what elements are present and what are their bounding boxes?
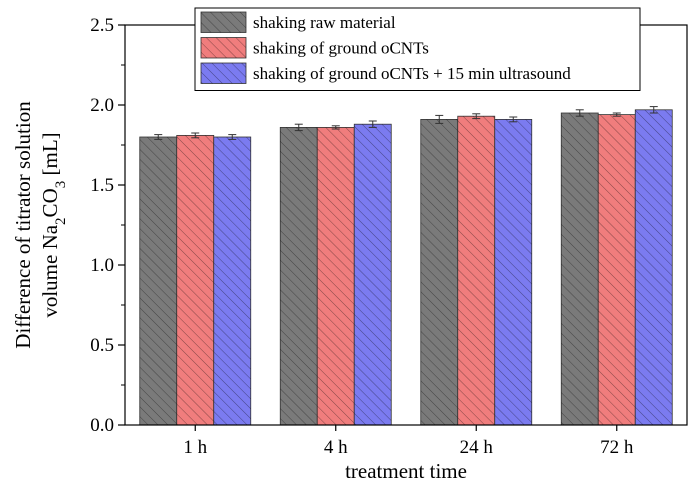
- x-tick-label: 4 h: [324, 437, 348, 458]
- bar-hatch: [420, 119, 458, 426]
- error-bars-layer: [154, 106, 658, 140]
- legend-label: shaking raw material: [253, 13, 396, 32]
- bar-hatch: [317, 127, 355, 426]
- x-axis-title: treatment time: [345, 459, 467, 483]
- y-axis-title: Difference of titrator solution volume N…: [11, 101, 69, 349]
- bar-hatch: [635, 109, 673, 426]
- legend-swatch-hatch: [201, 63, 246, 84]
- bar-hatch: [598, 114, 636, 425]
- y-axis: 0.0 0.5 1.0 1.5 2.0 2.5: [90, 15, 125, 436]
- x-axis: 1 h 4 h 24 h 72 h: [183, 425, 634, 458]
- x-tick-label: 24 h: [460, 437, 494, 458]
- y-tick-label: 1.0: [90, 255, 114, 276]
- y-tick-label: 0.0: [90, 415, 114, 436]
- y-axis-title-line1: Difference of titrator solution: [11, 101, 35, 349]
- legend-swatch-hatch: [201, 12, 246, 33]
- y-tick-label: 0.5: [90, 335, 114, 356]
- bar-hatch: [280, 127, 318, 426]
- legend-swatch-hatch: [201, 37, 246, 58]
- bar-hatch: [139, 137, 177, 425]
- x-tick-label: 1 h: [183, 437, 207, 458]
- legend-label: shaking of ground oCNTs: [253, 39, 429, 58]
- bar-hatch: [176, 135, 214, 425]
- bar-hatch: [354, 124, 392, 425]
- bar-hatch: [213, 137, 251, 425]
- x-tick-label: 72 h: [600, 437, 634, 458]
- bar-hatch: [457, 116, 495, 425]
- bar-hatch: [561, 113, 599, 425]
- bars-layer: [139, 109, 673, 426]
- bar-hatch: [494, 119, 532, 426]
- y-tick-label: 2.5: [90, 15, 114, 36]
- legend-box: [194, 7, 641, 91]
- y-tick-label: 2.0: [90, 95, 114, 116]
- legend: shaking raw material shaking of ground oC…: [194, 7, 641, 91]
- legend-label: shaking of ground oCNTs + 15 min ultraso…: [253, 64, 571, 83]
- y-tick-label: 1.5: [90, 175, 114, 196]
- y-axis-title-line2: volume Na2CO3 [mL]: [38, 132, 69, 317]
